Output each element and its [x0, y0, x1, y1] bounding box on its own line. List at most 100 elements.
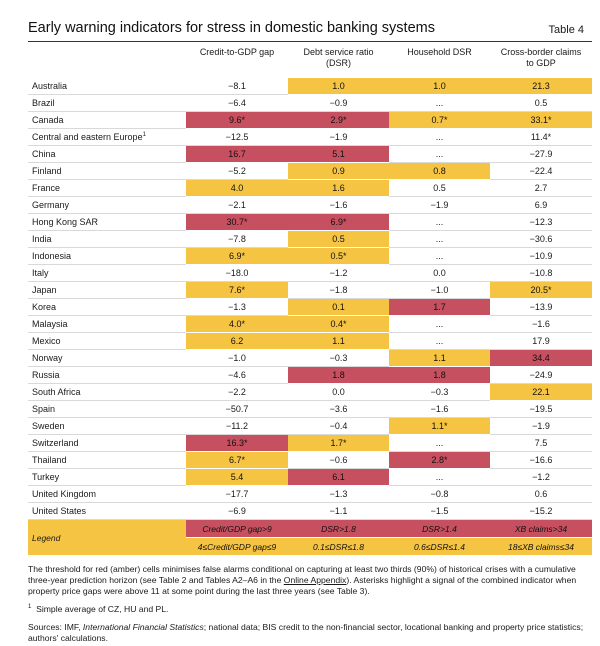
table-row: Japan 7.6* −1.8 −1.0 20.5*	[28, 281, 592, 299]
household-dsr-cell: −0.3	[389, 383, 490, 401]
credit-gap-cell: −4.6	[186, 366, 288, 384]
dsr-cell: −0.9	[288, 94, 389, 112]
cross-border-cell: 33.1*	[490, 111, 592, 129]
credit-gap-cell: −8.1	[186, 77, 288, 95]
cross-border-cell: 7.5	[490, 434, 592, 452]
table-row: Brazil −6.4 −0.9... 0.5	[28, 94, 592, 112]
dsr-cell: −1.3	[288, 485, 389, 503]
country-name: Finland	[32, 166, 62, 176]
country-name: Canada	[32, 115, 64, 125]
country-name: Hong Kong SAR	[32, 217, 99, 227]
household-dsr-cell: 0.7*	[389, 111, 490, 129]
credit-gap-cell: −7.8	[186, 230, 288, 248]
cross-border-cell: −1.9	[490, 417, 592, 435]
cross-border-cell: 11.4*	[490, 128, 592, 146]
credit-gap-cell: 30.7*	[186, 213, 288, 231]
indicators-table: Credit-to-GDP gap Debt service ratio (DS…	[28, 42, 592, 556]
country-name: South Africa	[32, 387, 81, 397]
table-body: Australia −8.1 1.0 1.0 21.3 Brazil −6.4 −0.9...…	[28, 77, 592, 520]
country-cell: Brazil	[28, 94, 186, 112]
household-dsr-cell: −1.0	[389, 281, 490, 299]
cross-border-cell: 22.1	[490, 383, 592, 401]
dsr-cell: 1.1	[288, 332, 389, 350]
household-dsr-cell: 0.0	[389, 264, 490, 282]
credit-gap-cell: −1.3	[186, 298, 288, 316]
credit-gap-cell: −17.7	[186, 485, 288, 503]
table-row: Norway −1.0 −0.3 1.1 34.4	[28, 349, 592, 367]
dsr-cell: −1.2	[288, 264, 389, 282]
country-name: United Kingdom	[32, 489, 97, 499]
cross-border-cell: −10.8	[490, 264, 592, 282]
dsr-cell: 1.7*	[288, 434, 389, 452]
country-name: Thailand	[32, 455, 67, 465]
country-cell: Spain	[28, 400, 186, 418]
credit-gap-cell: 9.6*	[186, 111, 288, 129]
legend-amber-household: 0.6≤DSR≤1.4	[389, 537, 490, 556]
country-name: Korea	[32, 302, 57, 312]
household-dsr-cell: 1.7	[389, 298, 490, 316]
country-cell: China	[28, 145, 186, 163]
country-cell: Switzerland	[28, 434, 186, 452]
credit-gap-cell: −12.5	[186, 128, 288, 146]
credit-gap-cell: −5.2	[186, 162, 288, 180]
legend-red-crossborder: XB claims>34	[490, 519, 592, 538]
threshold-note-text-end: ). Asterisks highlight a signal of the c…	[28, 575, 577, 596]
household-dsr-cell: ...	[389, 94, 490, 112]
household-dsr-cell: 1.8	[389, 366, 490, 384]
table-row: Indonesia 6.9* 0.5*... −10.9	[28, 247, 592, 265]
dsr-cell: −3.6	[288, 400, 389, 418]
cross-border-cell: −27.9	[490, 145, 592, 163]
table-row: France 4.0 1.6 0.5 2.7	[28, 179, 592, 197]
country-name: Japan	[32, 285, 57, 295]
country-cell: Malaysia	[28, 315, 186, 333]
credit-gap-cell: −2.1	[186, 196, 288, 214]
country-cell: France	[28, 179, 186, 197]
cross-border-cell: 6.9	[490, 196, 592, 214]
household-dsr-cell: 2.8*	[389, 451, 490, 469]
table-number: Table 4	[548, 24, 584, 36]
dsr-cell: −1.9	[288, 128, 389, 146]
header-cross-border: Cross-border claims to GDP	[500, 47, 582, 68]
table-header-row: Credit-to-GDP gap Debt service ratio (DS…	[28, 42, 592, 78]
dsr-cell: 0.4*	[288, 315, 389, 333]
household-dsr-cell: −1.6	[389, 400, 490, 418]
cross-border-cell: −19.5	[490, 400, 592, 418]
dsr-cell: 6.1	[288, 468, 389, 486]
household-dsr-cell: 0.8	[389, 162, 490, 180]
country-cell: Australia	[28, 77, 186, 95]
legend-red-credit: Credit/GDP gap>9	[186, 519, 288, 538]
dsr-cell: 0.9	[288, 162, 389, 180]
household-dsr-cell: ...	[389, 434, 490, 452]
cross-border-cell: 17.9	[490, 332, 592, 350]
legend-label: Legend	[28, 519, 186, 556]
household-dsr-cell: 0.5	[389, 179, 490, 197]
dsr-cell: 0.5*	[288, 247, 389, 265]
credit-gap-cell: −6.4	[186, 94, 288, 112]
dsr-cell: 1.0	[288, 77, 389, 95]
credit-gap-cell: 4.0*	[186, 315, 288, 333]
dsr-cell: 0.0	[288, 383, 389, 401]
country-cell: Sweden	[28, 417, 186, 435]
table-row: Thailand 6.7* −0.6 2.8* −16.6	[28, 451, 592, 469]
credit-gap-cell: 7.6*	[186, 281, 288, 299]
table-row: Finland −5.2 0.9 0.8 −22.4	[28, 162, 592, 180]
table-row: Russia −4.6 1.8 1.8 −24.9	[28, 366, 592, 384]
online-appendix-link[interactable]: Online Appendix	[283, 575, 347, 585]
cross-border-cell: −16.6	[490, 451, 592, 469]
country-cell: Japan	[28, 281, 186, 299]
country-cell: Russia	[28, 366, 186, 384]
title-row: Early warning indicators for stress in d…	[28, 20, 592, 42]
country-name: Malaysia	[32, 319, 68, 329]
footnote-text: Simple average of CZ, HU and PL.	[36, 604, 169, 614]
country-name: Norway	[32, 353, 63, 363]
household-dsr-cell: ...	[389, 247, 490, 265]
country-cell: Indonesia	[28, 247, 186, 265]
country-name: Russia	[32, 370, 60, 380]
legend-body: Legend Credit/GDP gap>9 DSR>1.8 DSR>1.4 …	[28, 519, 592, 556]
country-name: France	[32, 183, 61, 193]
cross-border-cell: −1.2	[490, 468, 592, 486]
household-dsr-cell: 1.1*	[389, 417, 490, 435]
household-dsr-cell: ...	[389, 315, 490, 333]
household-dsr-cell: 1.0	[389, 77, 490, 95]
country-name: Sweden	[32, 421, 65, 431]
